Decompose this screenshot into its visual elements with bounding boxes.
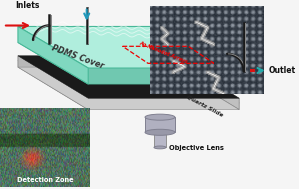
Polygon shape (18, 60, 239, 103)
Ellipse shape (145, 114, 175, 120)
Polygon shape (18, 26, 239, 68)
Text: Objective Lens: Objective Lens (169, 145, 224, 151)
Polygon shape (18, 26, 88, 84)
Polygon shape (169, 56, 239, 110)
Ellipse shape (145, 129, 175, 135)
Text: Inlets: Inlets (15, 1, 39, 10)
FancyBboxPatch shape (154, 130, 166, 147)
Polygon shape (18, 56, 88, 110)
Text: Ag Nanodot Arrays: Ag Nanodot Arrays (138, 40, 188, 64)
Bar (250, 69, 255, 72)
Text: PDMS Cover: PDMS Cover (50, 43, 105, 70)
Text: Quartz Slide: Quartz Slide (186, 94, 224, 118)
Polygon shape (18, 56, 239, 98)
Ellipse shape (154, 146, 166, 149)
Polygon shape (169, 26, 239, 84)
Polygon shape (18, 67, 239, 110)
FancyBboxPatch shape (145, 117, 175, 132)
Text: Outlet: Outlet (269, 66, 296, 75)
Polygon shape (18, 43, 239, 84)
